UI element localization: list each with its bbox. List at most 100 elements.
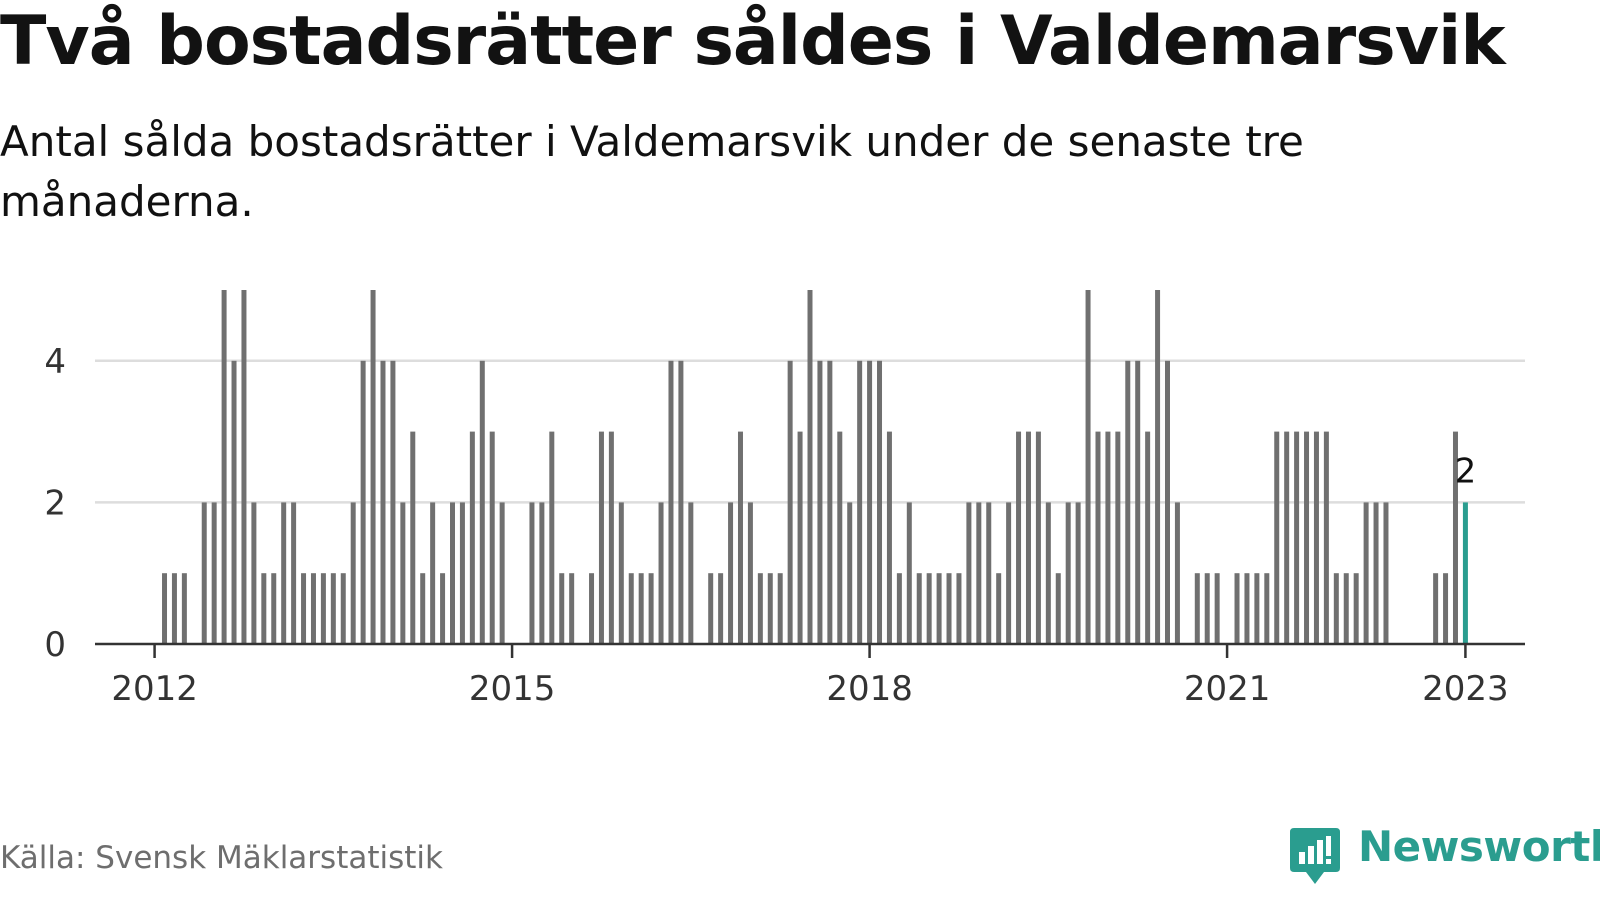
bar-2014-08 [459, 502, 465, 644]
bar-2019-11 [1085, 290, 1091, 644]
bar-2017-09 [827, 360, 833, 644]
bar-2018-12 [976, 502, 982, 644]
bar-2022-05 [1383, 502, 1389, 644]
bar-2013-03 [291, 502, 297, 644]
bar-2012-06 [201, 502, 207, 644]
bar-2017-07 [807, 290, 813, 644]
bar-2021-07 [1284, 431, 1290, 644]
brand-name: Newsworthy [1358, 822, 1600, 871]
bar-2017-08 [817, 360, 823, 644]
bar-2012-12 [261, 573, 267, 644]
bar-2015-05 [549, 431, 555, 644]
bar-2014-05 [430, 502, 436, 644]
bar-2016-03 [648, 573, 654, 644]
bar-2014-09 [469, 431, 475, 644]
bar-2021-08 [1294, 431, 1300, 644]
bar-2014-01 [390, 360, 396, 644]
bar-2014-02 [400, 502, 406, 644]
bar-2018-02 [877, 360, 883, 644]
bar-2017-02 [757, 573, 763, 644]
bar-2017-11 [847, 502, 853, 644]
bar-2012-10 [241, 290, 247, 644]
bar-2022-04 [1373, 502, 1379, 644]
bar-2013-09 [350, 502, 356, 644]
bar-2020-05 [1145, 431, 1151, 644]
x-tick-label-2021: 2021 [1184, 669, 1271, 709]
bar-2012-11 [251, 502, 257, 644]
bar-2015-09 [589, 573, 595, 644]
bar-2013-12 [380, 360, 386, 644]
bar-2023-01 [1462, 502, 1468, 644]
bar-2013-02 [281, 502, 287, 644]
bar-2021-09 [1304, 431, 1310, 644]
bar-2014-10 [479, 360, 485, 644]
bar-2017-01 [747, 502, 753, 644]
bar-2018-11 [966, 502, 972, 644]
bars [162, 290, 1468, 644]
bar-2022-03 [1363, 502, 1369, 644]
bar-2012-02 [162, 573, 168, 644]
x-tick-label-2023: 2023 [1422, 669, 1509, 709]
bar-2019-02 [996, 573, 1002, 644]
bar-2015-04 [539, 502, 545, 644]
bar-2013-07 [330, 573, 336, 644]
bar-2021-03 [1244, 573, 1250, 644]
bar-2019-06 [1035, 431, 1041, 644]
bar-2013-01 [271, 573, 277, 644]
bar-2018-04 [896, 573, 902, 644]
y-tick-label-0: 0 [44, 625, 66, 665]
bar-2015-07 [569, 573, 575, 644]
bar-2021-04 [1254, 573, 1260, 644]
bar-2014-06 [440, 573, 446, 644]
bar-2020-08 [1174, 502, 1180, 644]
bar-2021-10 [1313, 431, 1319, 644]
bar-2015-03 [529, 502, 535, 644]
bar-2019-12 [1095, 431, 1101, 644]
bar-2018-06 [916, 573, 922, 644]
bar-2016-04 [658, 502, 664, 644]
x-tick-label-2012: 2012 [111, 669, 198, 709]
bar-2018-07 [926, 573, 932, 644]
bar-2017-03 [767, 573, 773, 644]
bar-2013-06 [320, 573, 326, 644]
newsworthy-brand[interactable]: Newsworthy [1290, 822, 1600, 892]
bar-2019-05 [1025, 431, 1031, 644]
bar-2013-05 [310, 573, 316, 644]
bar-2012-03 [171, 573, 177, 644]
bar-2021-11 [1323, 431, 1329, 644]
axes: 0 2 4 2012 2015 2018 2021 2023 [44, 342, 1525, 709]
sales-bar-chart: 0 2 4 2012 2015 2018 2021 2023 2 [44, 290, 1525, 709]
bar-2014-04 [420, 573, 426, 644]
bar-2012-04 [181, 573, 187, 644]
x-tick-label-2015: 2015 [469, 669, 556, 709]
bar-2020-03 [1125, 360, 1131, 644]
bar-2022-02 [1353, 573, 1359, 644]
y-tick-label-4: 4 [44, 342, 66, 382]
y-tick-label-2: 2 [44, 483, 66, 523]
bar-2020-07 [1165, 360, 1170, 644]
bar-2022-01 [1343, 573, 1349, 644]
bar-2016-12 [737, 431, 743, 644]
bar-2016-05 [668, 360, 674, 644]
value-annotation: 2 [1455, 451, 1477, 491]
bar-2018-01 [867, 360, 873, 644]
bar-2017-05 [787, 360, 793, 644]
bar-2020-01 [1105, 431, 1111, 644]
bar-2015-06 [559, 573, 565, 644]
bar-2018-03 [886, 431, 892, 644]
bar-2016-06 [678, 360, 684, 644]
bar-2019-09 [1065, 502, 1071, 644]
bar-2014-12 [499, 502, 505, 644]
bar-2016-09 [708, 573, 714, 644]
bar-2013-04 [301, 573, 307, 644]
bar-2019-04 [1016, 431, 1022, 644]
bar-2022-11 [1443, 573, 1449, 644]
bar-2020-04 [1135, 360, 1141, 644]
x-tick-label-2018: 2018 [826, 669, 913, 709]
bar-2014-03 [410, 431, 416, 644]
bar-2016-10 [718, 573, 724, 644]
bar-2015-12 [618, 502, 624, 644]
bar-2016-07 [688, 502, 694, 644]
bar-2019-07 [1045, 502, 1051, 644]
bar-2014-11 [489, 431, 495, 644]
